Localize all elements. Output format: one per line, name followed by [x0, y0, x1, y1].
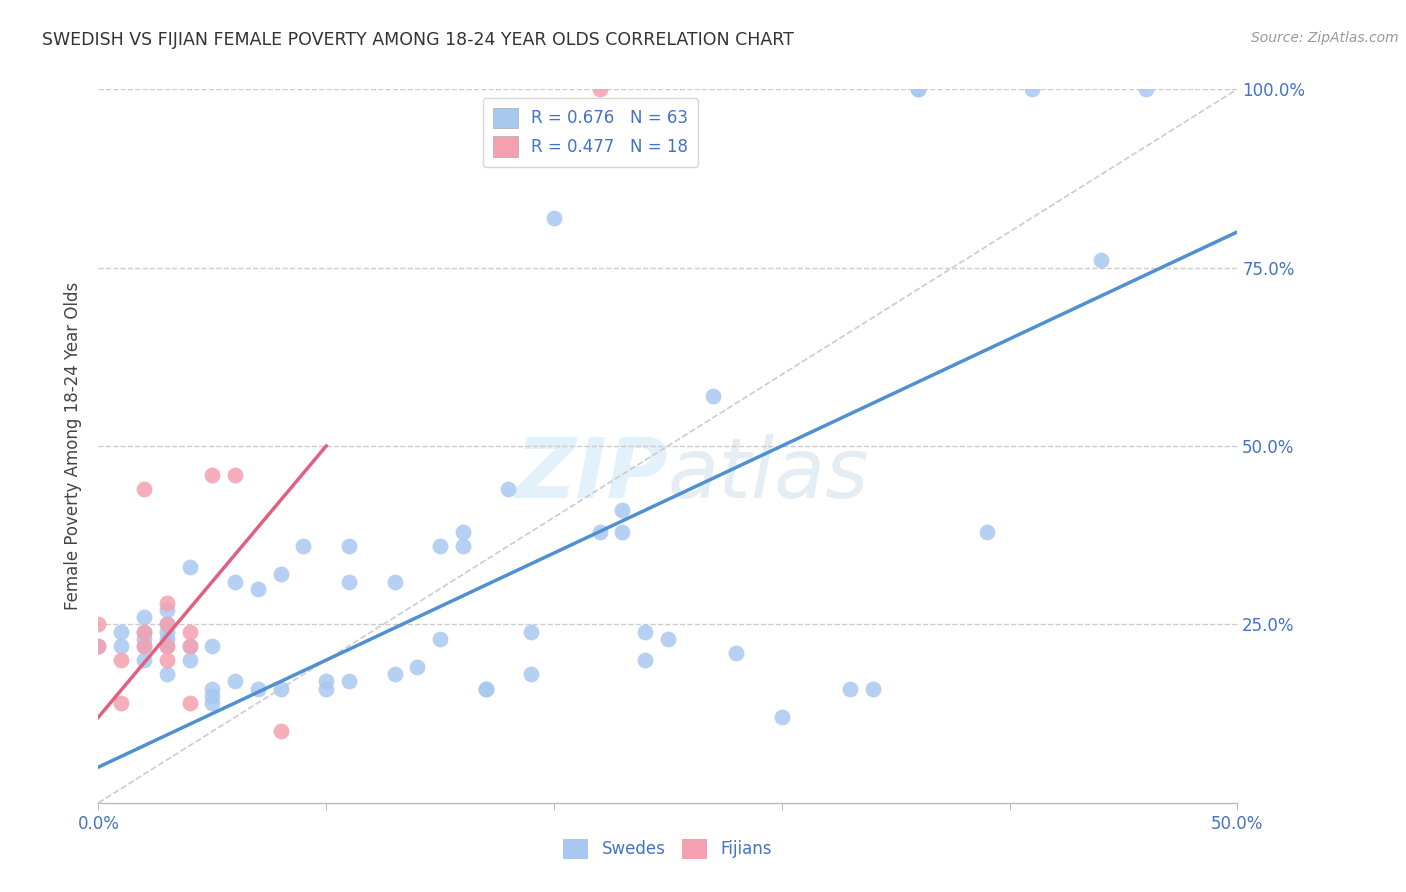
Point	[702, 389, 724, 403]
Point	[862, 681, 884, 696]
Point	[179, 696, 201, 710]
Point	[110, 696, 132, 710]
Point	[201, 467, 224, 482]
Point	[246, 582, 269, 596]
Point	[292, 539, 315, 553]
Point	[156, 667, 179, 681]
Point	[132, 639, 155, 653]
Point	[179, 639, 201, 653]
Point	[132, 639, 155, 653]
Point	[156, 624, 179, 639]
Point	[406, 660, 429, 674]
Point	[839, 681, 862, 696]
Point	[224, 467, 246, 482]
Point	[588, 82, 610, 96]
Point	[270, 567, 292, 582]
Point	[520, 667, 543, 681]
Point	[976, 524, 998, 539]
Point	[543, 211, 565, 225]
Point	[156, 653, 179, 667]
Text: Source: ZipAtlas.com: Source: ZipAtlas.com	[1251, 31, 1399, 45]
Point	[429, 539, 451, 553]
Point	[907, 82, 929, 96]
Point	[132, 610, 155, 624]
Point	[132, 482, 155, 496]
Point	[1135, 82, 1157, 96]
Point	[1021, 82, 1043, 96]
Point	[110, 653, 132, 667]
Point	[315, 674, 337, 689]
Point	[156, 632, 179, 646]
Point	[87, 617, 110, 632]
Point	[132, 624, 155, 639]
Point	[498, 482, 520, 496]
Point	[224, 674, 246, 689]
Point	[474, 681, 496, 696]
Point	[1090, 253, 1112, 268]
Point	[474, 681, 496, 696]
Point	[270, 681, 292, 696]
Point	[612, 524, 634, 539]
Point	[657, 632, 679, 646]
Point	[179, 624, 201, 639]
Point	[907, 82, 929, 96]
Point	[337, 574, 360, 589]
Point	[132, 632, 155, 646]
Point	[634, 653, 657, 667]
Point	[110, 624, 132, 639]
Point	[132, 653, 155, 667]
Point	[429, 632, 451, 646]
Text: SWEDISH VS FIJIAN FEMALE POVERTY AMONG 18-24 YEAR OLDS CORRELATION CHART: SWEDISH VS FIJIAN FEMALE POVERTY AMONG 1…	[42, 31, 794, 49]
Point	[315, 681, 337, 696]
Point	[132, 624, 155, 639]
Y-axis label: Female Poverty Among 18-24 Year Olds: Female Poverty Among 18-24 Year Olds	[65, 282, 83, 610]
Text: atlas: atlas	[668, 434, 869, 515]
Point	[156, 603, 179, 617]
Point	[634, 624, 657, 639]
Point	[337, 539, 360, 553]
Point	[156, 639, 179, 653]
Point	[201, 639, 224, 653]
Point	[156, 617, 179, 632]
Point	[612, 503, 634, 517]
Point	[384, 667, 406, 681]
Point	[110, 639, 132, 653]
Point	[156, 596, 179, 610]
Point	[520, 624, 543, 639]
Point	[201, 689, 224, 703]
Point	[770, 710, 793, 724]
Point	[451, 524, 474, 539]
Legend: Swedes, Fijians: Swedes, Fijians	[557, 832, 779, 866]
Point	[224, 574, 246, 589]
Point	[201, 696, 224, 710]
Point	[87, 639, 110, 653]
Point	[337, 674, 360, 689]
Text: ZIP: ZIP	[515, 434, 668, 515]
Point	[179, 653, 201, 667]
Point	[156, 617, 179, 632]
Point	[270, 724, 292, 739]
Point	[384, 574, 406, 589]
Point	[588, 524, 610, 539]
Point	[179, 639, 201, 653]
Point	[179, 560, 201, 574]
Point	[246, 681, 269, 696]
Point	[451, 539, 474, 553]
Point	[201, 681, 224, 696]
Point	[87, 639, 110, 653]
Point	[725, 646, 748, 660]
Point	[156, 639, 179, 653]
